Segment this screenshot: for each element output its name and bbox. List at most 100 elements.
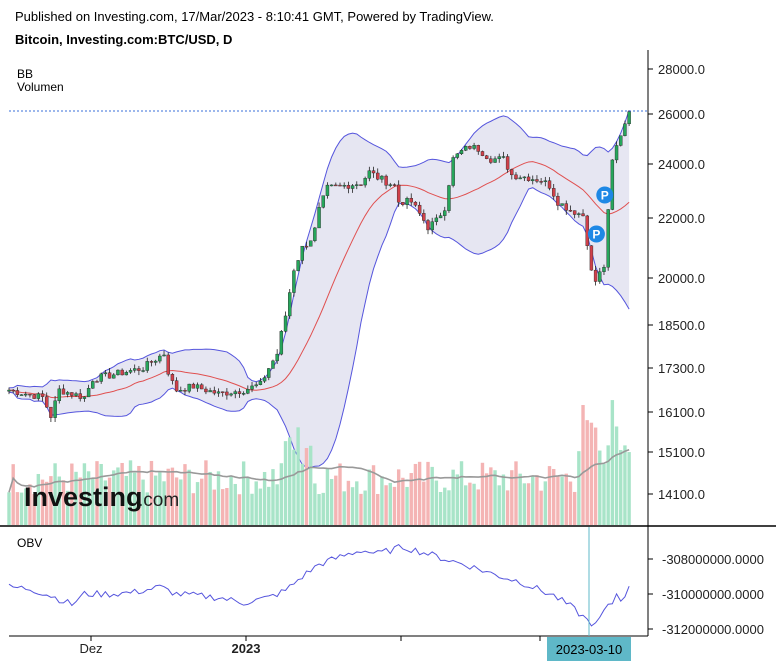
p-marker-label: P — [592, 228, 600, 242]
volume-bar — [552, 468, 556, 525]
volume-bar — [484, 473, 489, 525]
volume-bar — [572, 491, 577, 525]
volume-bar — [292, 449, 296, 525]
candle-body — [187, 383, 191, 392]
candle-body — [531, 179, 535, 182]
volume-bar — [459, 461, 464, 525]
volume-bar — [367, 469, 372, 525]
candle-body — [476, 145, 480, 152]
candle-body — [74, 393, 78, 396]
markers: PP — [587, 186, 614, 243]
volume-bar — [598, 450, 602, 525]
candle-body — [275, 353, 279, 362]
bb-legend[interactable]: BB — [17, 67, 34, 81]
candle-body — [40, 393, 45, 397]
candle-body — [606, 209, 610, 268]
y-tick-label: 14100.0 — [658, 487, 705, 502]
candle-body — [350, 185, 355, 189]
volume-bar — [95, 461, 99, 525]
candle-body — [413, 201, 418, 206]
obv-legend[interactable]: OBV — [17, 536, 43, 550]
candle-body — [367, 170, 372, 179]
volume-bar — [443, 487, 447, 525]
volume-bar — [346, 480, 351, 525]
obv-pane — [8, 543, 630, 627]
y-tick-label: 17300.0 — [658, 361, 705, 376]
candle-body — [568, 210, 573, 212]
candle-body — [484, 155, 489, 159]
candle-body — [430, 221, 434, 231]
candle-body — [577, 213, 581, 215]
candle-body — [32, 394, 36, 399]
candle-body — [7, 389, 11, 392]
candle-body — [329, 184, 334, 187]
volume-bar — [296, 427, 300, 525]
volume-bar — [493, 470, 497, 525]
volume-bar — [170, 467, 175, 525]
volume-bar — [220, 489, 225, 525]
y-tick-label: 24000.0 — [658, 157, 705, 172]
candle-body — [342, 184, 346, 187]
investing-logo: Investing .com — [24, 482, 179, 512]
volume-bar — [15, 492, 20, 525]
volume-bar — [28, 484, 32, 525]
candle-body — [346, 184, 351, 189]
volume-bar — [271, 469, 275, 525]
volume-bar — [304, 448, 309, 525]
candle-body — [124, 372, 129, 376]
candle-body — [49, 406, 53, 418]
candle-body — [480, 151, 485, 156]
volume-bar — [518, 473, 522, 525]
p-marker — [596, 186, 614, 204]
volume-bar — [200, 478, 204, 525]
volume-bar — [623, 445, 627, 525]
volume-bar — [547, 466, 552, 525]
candle-body — [57, 388, 61, 402]
volume-bar — [112, 470, 116, 525]
volume-bar — [430, 466, 434, 525]
candle-body — [593, 269, 598, 282]
candle-body — [11, 389, 15, 392]
candle-body — [392, 184, 397, 186]
volume-bar — [57, 476, 61, 525]
volume-bar — [539, 490, 543, 525]
volume-bar — [212, 489, 217, 525]
candle-body — [505, 156, 510, 170]
volume-bar — [191, 493, 196, 525]
volume-bar — [497, 485, 501, 525]
candle-body — [455, 153, 460, 158]
candle-body — [355, 184, 359, 186]
candle-body — [225, 391, 229, 396]
candle-body — [254, 384, 258, 387]
candle-body — [195, 384, 200, 389]
volume-bar — [338, 463, 342, 525]
volume-bar — [49, 476, 53, 525]
volume-bar — [434, 480, 439, 525]
volume-bar — [384, 485, 388, 525]
volume-bar — [317, 494, 321, 525]
volume-bar — [556, 476, 560, 525]
candle-body — [338, 184, 342, 187]
candle-body — [36, 393, 41, 399]
volume-bar — [128, 460, 133, 525]
volume-bar — [300, 463, 304, 525]
candle-body — [262, 377, 267, 382]
candle-body — [166, 354, 170, 375]
volume-legend[interactable]: Volumen — [17, 80, 64, 94]
candle-body — [304, 245, 309, 248]
candle-body — [539, 181, 543, 183]
volume-bar — [45, 481, 49, 525]
candle-body — [371, 170, 376, 174]
candle-body — [464, 146, 468, 151]
candle-body — [288, 292, 292, 317]
volume-bar — [325, 469, 330, 525]
volume-ma — [8, 449, 630, 493]
volume-bar — [7, 492, 11, 525]
p-marker-label: P — [601, 189, 609, 203]
candle-body — [451, 157, 455, 186]
candle-body — [65, 392, 70, 395]
candle-body — [598, 271, 602, 282]
volume-bar — [489, 467, 493, 525]
volume-bar — [78, 477, 82, 525]
